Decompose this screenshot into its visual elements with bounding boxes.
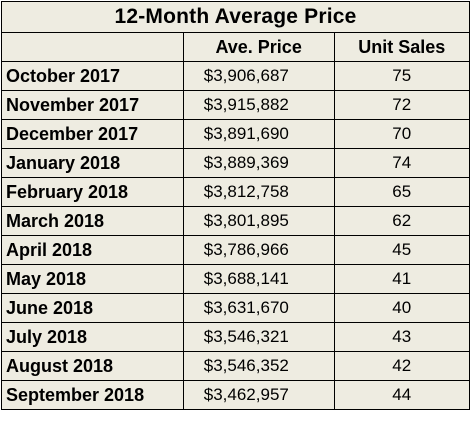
price-cell: $3,812,758	[182, 177, 335, 207]
table-row: October 2017 $3,906,687 75	[1, 61, 470, 91]
month-cell: June 2018	[1, 293, 184, 323]
header-unit-sales: Unit Sales	[333, 32, 470, 62]
month-cell: February 2018	[1, 177, 184, 207]
table-row: May 2018 $3,688,141 41	[1, 264, 470, 294]
units-cell: 72	[333, 90, 470, 120]
price-cell: $3,891,690	[182, 119, 335, 149]
price-cell: $3,631,670	[182, 293, 335, 323]
price-cell: $3,546,352	[182, 351, 335, 381]
table-row: July 2018 $3,546,321 43	[1, 322, 470, 352]
table-row: March 2018 $3,801,895 62	[1, 206, 470, 236]
table-row: December 2017 $3,891,690 70	[1, 119, 470, 149]
units-cell: 43	[333, 322, 470, 352]
table-title: 12-Month Average Price	[1, 1, 470, 33]
month-cell: August 2018	[1, 351, 184, 381]
price-table: 12-Month Average Price Ave. Price Unit S…	[1, 1, 470, 410]
table-row: April 2018 $3,786,966 45	[1, 235, 470, 265]
units-cell: 42	[333, 351, 470, 381]
month-cell: December 2017	[1, 119, 184, 149]
units-cell: 40	[333, 293, 470, 323]
price-cell: $3,906,687	[182, 61, 335, 91]
units-cell: 65	[333, 177, 470, 207]
price-cell: $3,889,369	[182, 148, 335, 178]
table-row: August 2018 $3,546,352 42	[1, 351, 470, 381]
price-cell: $3,801,895	[182, 206, 335, 236]
header-ave-price: Ave. Price	[182, 32, 335, 62]
table-row: January 2018 $3,889,369 74	[1, 148, 470, 178]
title-row: 12-Month Average Price	[1, 1, 470, 33]
price-cell: $3,915,882	[182, 90, 335, 120]
price-cell: $3,546,321	[182, 322, 335, 352]
month-cell: January 2018	[1, 148, 184, 178]
price-cell: $3,462,957	[182, 380, 335, 410]
units-cell: 70	[333, 119, 470, 149]
units-cell: 45	[333, 235, 470, 265]
header-row: Ave. Price Unit Sales	[1, 32, 470, 62]
header-month	[1, 32, 184, 62]
price-cell: $3,688,141	[182, 264, 335, 294]
table-row: November 2017 $3,915,882 72	[1, 90, 470, 120]
price-cell: $3,786,966	[182, 235, 335, 265]
month-cell: October 2017	[1, 61, 184, 91]
month-cell: July 2018	[1, 322, 184, 352]
table-row: February 2018 $3,812,758 65	[1, 177, 470, 207]
units-cell: 74	[333, 148, 470, 178]
units-cell: 44	[333, 380, 470, 410]
month-cell: March 2018	[1, 206, 184, 236]
units-cell: 62	[333, 206, 470, 236]
month-cell: November 2017	[1, 90, 184, 120]
units-cell: 75	[333, 61, 470, 91]
month-cell: May 2018	[1, 264, 184, 294]
month-cell: April 2018	[1, 235, 184, 265]
table-row: June 2018 $3,631,670 40	[1, 293, 470, 323]
month-cell: September 2018	[1, 380, 184, 410]
table-row: September 2018 $3,462,957 44	[1, 380, 470, 410]
units-cell: 41	[333, 264, 470, 294]
